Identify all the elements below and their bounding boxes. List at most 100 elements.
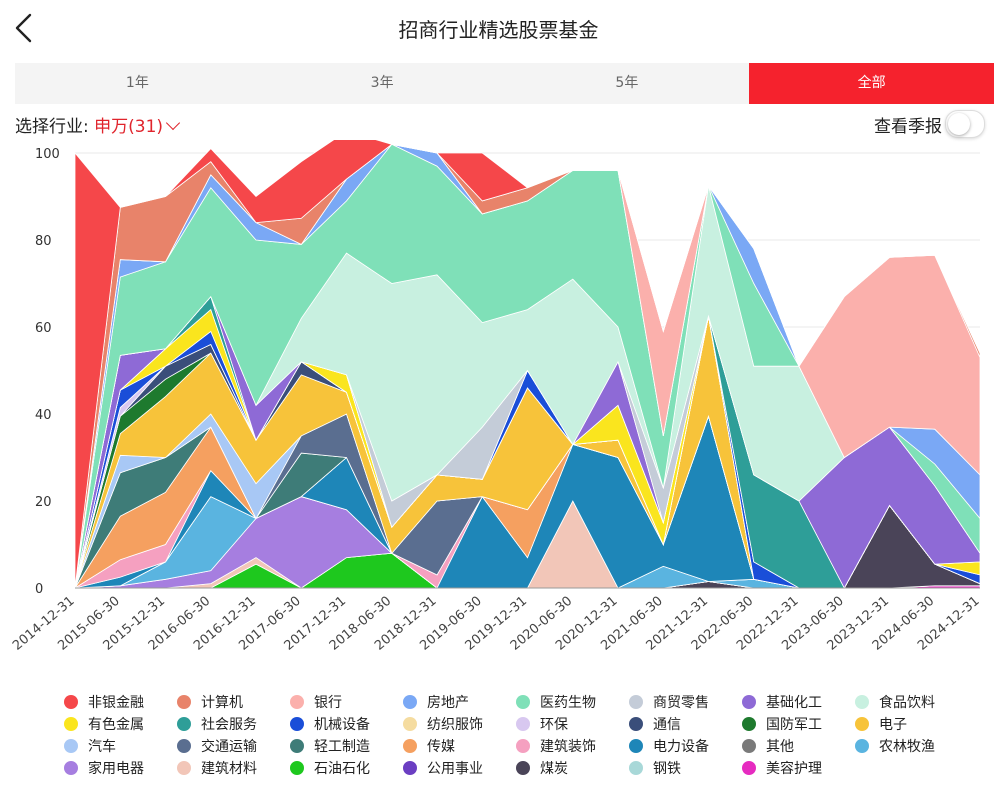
legend-swatch (629, 717, 643, 731)
legend-label: 建筑装饰 (540, 739, 596, 755)
legend-item[interactable]: 计算机 (177, 692, 243, 712)
industry-filter: 选择行业: 申万(31) (15, 112, 181, 137)
legend-item[interactable]: 食品饮料 (855, 692, 935, 712)
legend-label: 汽车 (88, 739, 116, 755)
legend-label: 建筑材料 (201, 761, 257, 777)
y-tick-label: 40 (35, 408, 52, 423)
legend-item[interactable]: 通信 (629, 714, 681, 734)
legend-item[interactable]: 电力设备 (629, 736, 709, 756)
legend-item[interactable]: 石油石化 (290, 758, 370, 778)
legend-item[interactable]: 钢铁 (629, 758, 681, 778)
legend-label: 交通运输 (201, 739, 257, 755)
legend-label: 煤炭 (540, 761, 568, 777)
legend-swatch (742, 717, 756, 731)
legend-item[interactable]: 机械设备 (290, 714, 370, 734)
legend-swatch (177, 695, 191, 709)
legend-item[interactable]: 交通运输 (177, 736, 257, 756)
legend-swatch (290, 717, 304, 731)
legend-item[interactable]: 电子 (855, 714, 907, 734)
legend-swatch (64, 717, 78, 731)
y-tick-label: 20 (35, 495, 52, 510)
filter-row: 选择行业: 申万(31) 查看季报 (15, 110, 985, 138)
legend-item[interactable]: 商贸零售 (629, 692, 709, 712)
industry-dropdown-value: 申万(31) (94, 117, 164, 137)
legend-swatch (403, 761, 417, 775)
legend-label: 钢铁 (653, 761, 681, 777)
legend-swatch (629, 739, 643, 753)
legend-label: 轻工制造 (314, 739, 370, 755)
tab-1y[interactable]: 1年 (125, 75, 149, 91)
tab-5y[interactable]: 5年 (615, 75, 639, 91)
legend-swatch (290, 739, 304, 753)
legend-item[interactable]: 美容护理 (742, 758, 822, 778)
legend-swatch (855, 739, 869, 753)
legend-label: 通信 (653, 717, 681, 733)
legend-swatch (742, 761, 756, 775)
legend-label: 农林牧渔 (879, 739, 935, 755)
legend-label: 商贸零售 (653, 695, 709, 711)
legend-item[interactable]: 社会服务 (177, 714, 257, 734)
legend-item[interactable]: 房地产 (403, 692, 469, 712)
legend-item[interactable]: 银行 (290, 692, 342, 712)
legend-swatch (403, 739, 417, 753)
legend-item[interactable]: 医药生物 (516, 692, 596, 712)
legend-item[interactable]: 公用事业 (403, 758, 483, 778)
quarterly-report-toggle[interactable] (945, 110, 985, 138)
legend-label: 社会服务 (201, 717, 257, 733)
legend-item[interactable]: 汽车 (64, 736, 116, 756)
legend-item[interactable]: 基础化工 (742, 692, 822, 712)
legend-label: 公用事业 (427, 761, 483, 777)
legend-swatch (855, 717, 869, 731)
legend-item[interactable]: 纺织服饰 (403, 714, 483, 734)
tab-all[interactable]: 全部 (749, 63, 994, 104)
legend-item[interactable]: 家用电器 (64, 758, 144, 778)
legend-swatch (177, 739, 191, 753)
legend-swatch (516, 695, 530, 709)
legend-item[interactable]: 有色金属 (64, 714, 144, 734)
legend-swatch (629, 761, 643, 775)
legend-label: 房地产 (427, 695, 469, 711)
legend-item[interactable]: 非银金融 (64, 692, 144, 712)
toggle-knob (948, 113, 970, 135)
legend-label: 电子 (879, 717, 907, 733)
legend-item[interactable]: 传媒 (403, 736, 455, 756)
legend-label: 银行 (314, 695, 342, 711)
y-tick-label: 60 (35, 321, 52, 336)
legend-swatch (64, 761, 78, 775)
y-tick-label: 80 (35, 234, 52, 249)
industry-dropdown[interactable]: 申万(31) (94, 115, 181, 137)
legend-swatch (516, 761, 530, 775)
legend-swatch (290, 761, 304, 775)
y-tick-label: 100 (35, 147, 60, 162)
legend-swatch (629, 695, 643, 709)
legend-label: 有色金属 (88, 717, 144, 733)
legend-swatch (177, 761, 191, 775)
legend-label: 非银金融 (88, 695, 144, 711)
legend-swatch (403, 717, 417, 731)
chevron-down-icon (165, 115, 181, 131)
back-arrow-icon[interactable] (10, 12, 38, 44)
legend-item[interactable]: 其他 (742, 736, 794, 756)
legend-swatch (403, 695, 417, 709)
legend-item[interactable]: 建筑材料 (177, 758, 257, 778)
legend-label: 家用电器 (88, 761, 144, 777)
legend-item[interactable]: 煤炭 (516, 758, 568, 778)
legend-item[interactable]: 轻工制造 (290, 736, 370, 756)
legend-item[interactable]: 环保 (516, 714, 568, 734)
legend-label: 基础化工 (766, 695, 822, 711)
legend-swatch (516, 739, 530, 753)
header: 招商行业精选股票基金 (0, 0, 997, 56)
legend-label: 食品饮料 (879, 695, 935, 711)
legend-swatch (742, 695, 756, 709)
legend-item[interactable]: 国防军工 (742, 714, 822, 734)
y-tick-label: 0 (35, 582, 43, 597)
quarterly-report-label: 查看季报 (874, 117, 942, 137)
legend-item[interactable]: 农林牧渔 (855, 736, 935, 756)
legend-item[interactable]: 建筑装饰 (516, 736, 596, 756)
legend-swatch (516, 717, 530, 731)
industry-filter-label: 选择行业: (15, 117, 89, 137)
page-title: 招商行业精选股票基金 (398, 18, 599, 42)
legend-label: 机械设备 (314, 717, 370, 733)
legend-label: 医药生物 (540, 695, 596, 711)
tab-3y[interactable]: 3年 (370, 75, 394, 91)
